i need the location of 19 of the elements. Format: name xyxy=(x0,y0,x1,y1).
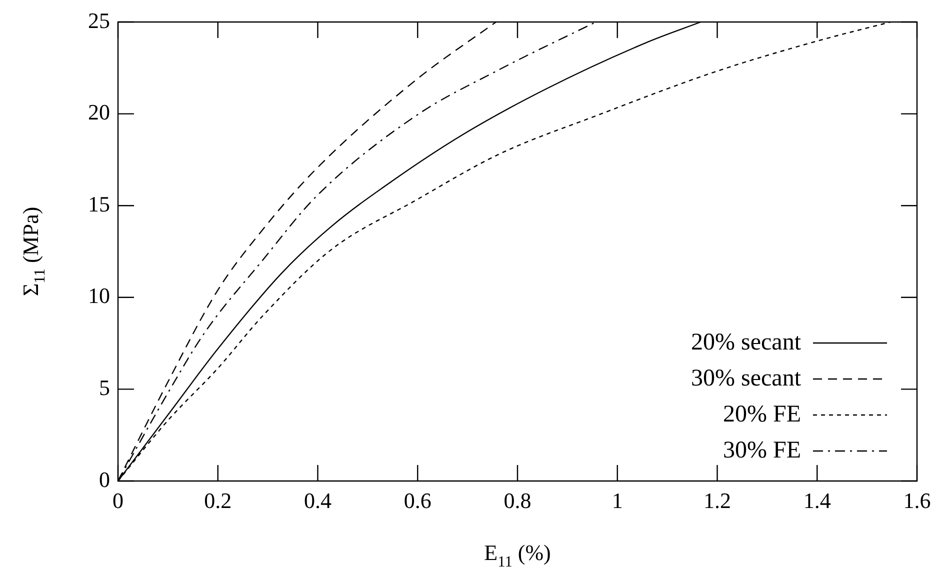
legend-label: 20% FE xyxy=(723,401,801,428)
y-tick-label: 15 xyxy=(88,191,110,216)
y-tick-label: 10 xyxy=(88,283,110,308)
x-tick-label: 1 xyxy=(612,488,623,513)
x-tick-label: 1.4 xyxy=(803,488,831,513)
y-tick-label: 5 xyxy=(99,374,110,400)
y-tick-label: 0 xyxy=(99,466,110,492)
legend-label: 20% secant xyxy=(691,329,802,356)
x-tick-label: 1.6 xyxy=(903,488,931,513)
y-axis-title: Σ11 (MPa) xyxy=(18,206,49,296)
x-tick-label: 0.6 xyxy=(404,488,432,513)
x-tick-label: 1.2 xyxy=(704,488,731,513)
x-tick-label: 0.2 xyxy=(204,488,232,513)
y-tick-label: 20 xyxy=(88,100,110,125)
x-tick-label: 0.4 xyxy=(304,488,332,513)
x-tick-label: 0.8 xyxy=(504,488,532,513)
y-tick-label: 25 xyxy=(88,8,110,33)
legend-label: 30% secant xyxy=(691,365,802,392)
legend-label: 30% FE xyxy=(723,437,801,464)
